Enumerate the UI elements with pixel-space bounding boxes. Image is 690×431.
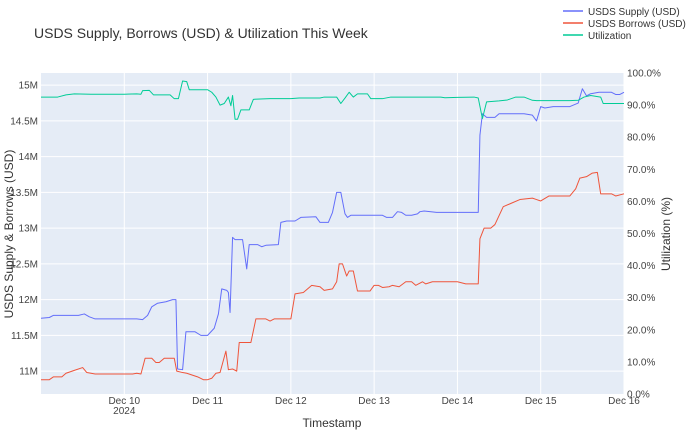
y-tick-label: 11M [19, 367, 38, 378]
y-tick-label: 12.5M [10, 259, 38, 270]
x-axis-title: Timestamp [303, 416, 362, 430]
y-tick-label: 11.5M [11, 331, 38, 342]
legend[interactable]: USDS Supply (USD) USDS Borrows (USD) Uti… [563, 7, 686, 42]
y2-tick-label: 30.0% [627, 293, 655, 304]
y2-tick-label: 100.0% [627, 69, 661, 80]
y2-tick-label: 50.0% [627, 229, 655, 240]
y-tick-label: 13.5M [10, 188, 38, 199]
y-axis-title: USDS Supply & Borrows (USD) [2, 150, 16, 319]
x-tick-sublabel: 2024 [113, 406, 136, 417]
series-line-supply[interactable] [40, 88, 625, 371]
legend-item-utilization[interactable]: Utilization [563, 31, 631, 42]
legend-item-borrows[interactable]: USDS Borrows (USD) [563, 19, 686, 30]
x-tick-label: Dec 14 [442, 396, 474, 407]
x-tick-label: Dec 13 [358, 396, 390, 407]
y2-tick-label: 10.0% [627, 357, 655, 368]
x-tick-label: Dec 16 [608, 396, 640, 407]
x-tick-label: Dec 12 [275, 396, 307, 407]
x-tick-label: Dec 15 [525, 396, 557, 407]
y2-tick-label: 90.0% [627, 101, 655, 112]
chart-title: USDS Supply, Borrows (USD) & Utilization… [34, 25, 369, 41]
y2-tick-label: 70.0% [627, 165, 655, 176]
y2-tick-label: 20.0% [627, 325, 655, 336]
grid [41, 73, 625, 394]
legend-item-supply[interactable]: USDS Supply (USD) [563, 7, 680, 18]
y2-tick-label: 40.0% [627, 261, 655, 272]
series-lines [40, 80, 625, 381]
x-tick-label: Dec 10 [108, 396, 140, 407]
plot-area [41, 73, 624, 394]
y-tick-label: 14.5M [10, 116, 38, 127]
y2-axis-title: Utilization (%) [659, 197, 673, 271]
series-line-borrows[interactable] [41, 171, 625, 381]
y-tick-label: 14M [19, 152, 38, 163]
y2-tick-label: 0.0% [627, 390, 650, 401]
x-tick-label: Dec 11 [192, 396, 223, 407]
y2-tick-label: 60.0% [627, 197, 655, 208]
legend-label-utilization: Utilization [588, 31, 631, 42]
legend-label-borrows: USDS Borrows (USD) [588, 19, 686, 30]
legend-label-supply: USDS Supply (USD) [588, 7, 680, 18]
y-tick-label: 13M [19, 224, 38, 235]
y-tick-label: 15M [19, 81, 38, 92]
series-line-utilization[interactable] [41, 80, 624, 120]
y2-tick-label: 80.0% [627, 133, 655, 144]
y-tick-label: 12M [19, 295, 38, 306]
